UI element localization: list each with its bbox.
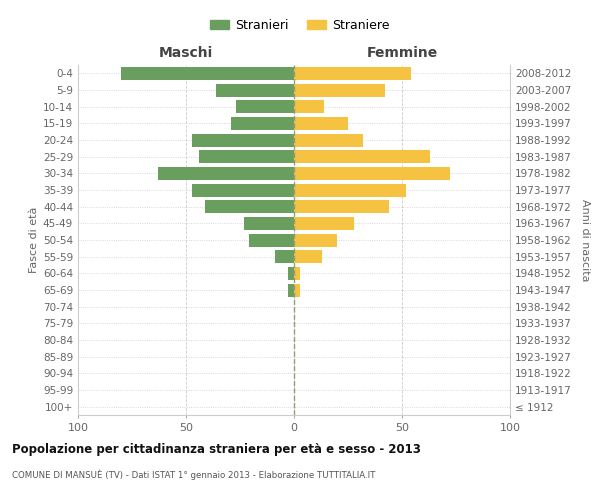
Bar	[244, 217, 294, 230]
Legend: Stranieri, Straniere: Stranieri, Straniere	[205, 14, 395, 37]
Bar	[193, 184, 294, 196]
Bar	[294, 284, 301, 296]
Text: Popolazione per cittadinanza straniera per età e sesso - 2013: Popolazione per cittadinanza straniera p…	[12, 442, 421, 456]
Bar	[294, 250, 322, 263]
Bar	[294, 100, 324, 113]
Bar	[275, 250, 294, 263]
Bar	[193, 134, 294, 146]
Bar	[294, 267, 301, 280]
Bar	[294, 217, 355, 230]
Y-axis label: Fasce di età: Fasce di età	[29, 207, 39, 273]
Bar	[294, 150, 430, 163]
Bar	[294, 234, 337, 246]
Bar	[287, 284, 294, 296]
Bar	[294, 84, 385, 96]
Bar	[294, 167, 449, 180]
Bar	[294, 134, 363, 146]
Bar	[232, 117, 294, 130]
Bar	[294, 184, 406, 196]
Bar	[294, 117, 348, 130]
Bar	[199, 150, 294, 163]
Bar	[158, 167, 294, 180]
Text: COMUNE DI MANSUÈ (TV) - Dati ISTAT 1° gennaio 2013 - Elaborazione TUTTITALIA.IT: COMUNE DI MANSUÈ (TV) - Dati ISTAT 1° ge…	[12, 469, 376, 480]
Bar	[294, 67, 410, 80]
Text: Maschi: Maschi	[159, 46, 213, 60]
Bar	[205, 200, 294, 213]
Y-axis label: Anni di nascita: Anni di nascita	[580, 198, 590, 281]
Bar	[248, 234, 294, 246]
Bar	[287, 267, 294, 280]
Text: Femmine: Femmine	[367, 46, 437, 60]
Bar	[216, 84, 294, 96]
Bar	[121, 67, 294, 80]
Bar	[294, 200, 389, 213]
Bar	[236, 100, 294, 113]
